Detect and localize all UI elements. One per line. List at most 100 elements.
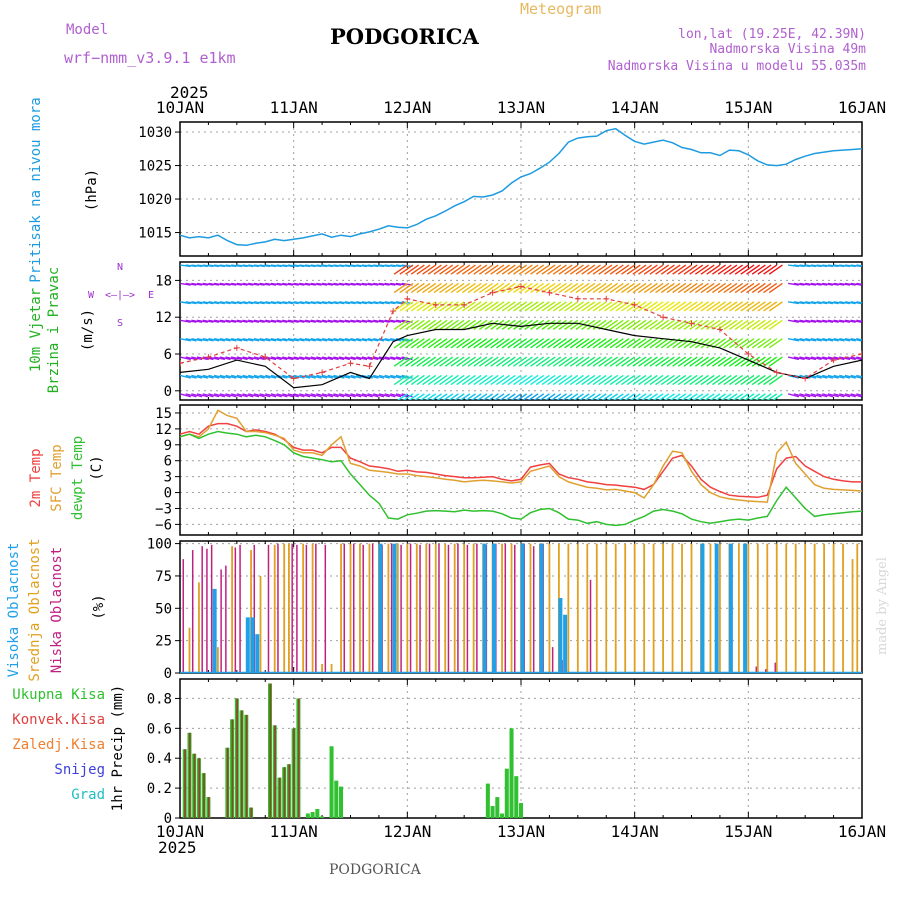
- wind-barb: [180, 301, 191, 305]
- wind-barb: [265, 393, 277, 398]
- wind-barb: [473, 264, 488, 275]
- wind-barb: [683, 356, 698, 367]
- wind-barb: [191, 337, 203, 342]
- wind-barb: [191, 301, 203, 305]
- wind-barb: [436, 393, 448, 400]
- wind-barb: [490, 338, 505, 349]
- wind-barb: [425, 393, 437, 400]
- wind-barb: [488, 393, 499, 400]
- wind-barb: [569, 282, 584, 294]
- precip-conv-bar: [236, 698, 239, 818]
- wind-barb: [333, 374, 345, 379]
- wind-barb: [410, 264, 425, 275]
- wind-barb: [478, 374, 493, 386]
- wind-barb: [230, 393, 243, 398]
- wind-barb: [236, 337, 248, 342]
- wind-barb: [706, 338, 721, 349]
- wind-barb: [513, 356, 528, 367]
- wind-barb: [621, 282, 636, 294]
- wind-barb: [248, 374, 260, 379]
- wind-barb: [350, 337, 362, 342]
- wind-barb: [738, 393, 749, 400]
- wind-barb: [649, 356, 664, 367]
- wind-barb: [844, 319, 856, 323]
- wind-barb: [461, 374, 476, 386]
- wind-barb: [638, 301, 653, 312]
- wind-barb: [405, 356, 420, 367]
- wind-barb: [304, 319, 316, 323]
- wind-barb: [569, 264, 584, 275]
- wind-barb: [530, 282, 545, 294]
- wind-barb: [822, 337, 834, 342]
- bottom-date-label: 15JAN: [724, 822, 772, 841]
- wind-barb: [444, 282, 459, 294]
- wind-barb: [433, 374, 448, 386]
- wind-barb: [827, 301, 839, 305]
- wind-barb: [356, 337, 368, 342]
- wind-barb: [647, 393, 658, 400]
- wind-barb: [844, 301, 856, 305]
- wind-barb: [501, 264, 516, 275]
- wind-barb: [513, 319, 528, 330]
- wind-barb: [552, 374, 567, 386]
- wind-barb: [839, 393, 851, 398]
- wind-barb: [524, 282, 539, 294]
- wind-barb: [844, 282, 856, 286]
- wind-barb: [689, 264, 704, 275]
- precip-conv-bar: [184, 749, 186, 818]
- wind-barb: [390, 337, 402, 342]
- wind-barb: [621, 374, 636, 386]
- wind-barb: [427, 356, 442, 367]
- wind-barb: [287, 337, 299, 342]
- wind-barb: [501, 356, 516, 367]
- wind-barb: [535, 301, 550, 312]
- footer-station: PODGORICA: [329, 862, 422, 878]
- wind-barb: [700, 264, 715, 275]
- temp-line-2: [180, 430, 862, 527]
- wind-barb: [361, 374, 373, 379]
- wind-barb: [180, 282, 191, 286]
- wind-barb: [231, 282, 243, 286]
- wind-barb: [530, 301, 545, 312]
- wind-barb: [721, 393, 732, 400]
- wind-barb: [191, 393, 203, 398]
- wind-barb: [598, 374, 613, 386]
- wind-barb: [746, 319, 761, 330]
- wind-barb: [208, 337, 220, 342]
- wind-barb: [575, 356, 590, 367]
- wind-barb: [259, 301, 271, 305]
- wind-barb: [810, 337, 822, 342]
- precip-total-bar: [339, 786, 344, 818]
- wind-barb: [270, 319, 282, 323]
- wind-barb: [604, 264, 619, 275]
- wind-barb: [484, 374, 499, 386]
- wind-barb: [448, 393, 459, 400]
- wind-barb: [558, 319, 573, 330]
- wind-barb: [547, 264, 562, 275]
- wind-barb: [390, 374, 402, 379]
- top-date-label: 12JAN: [383, 98, 431, 117]
- wind-barb: [734, 282, 749, 294]
- wind-barb: [850, 301, 862, 305]
- wind-barb: [253, 356, 265, 361]
- wind-barb: [213, 356, 226, 361]
- wind-barb: [609, 301, 624, 312]
- wind-barb: [740, 338, 755, 349]
- wind-barb: [333, 301, 345, 305]
- wind-barb: [643, 282, 658, 294]
- wind-barb: [419, 393, 431, 400]
- wind-barb: [393, 319, 408, 330]
- ytick-label: 100: [147, 537, 172, 553]
- wind-barb: [439, 282, 454, 294]
- wind-barb: [350, 282, 362, 286]
- wind-barb: [649, 264, 664, 275]
- wind-barb: [338, 356, 351, 361]
- wind-barb: [592, 319, 607, 330]
- wind-barb: [787, 393, 800, 398]
- wind-barb: [196, 374, 209, 379]
- wind-barb: [598, 356, 613, 367]
- wind-barb: [816, 374, 828, 379]
- wind-barb: [630, 393, 641, 400]
- wind-barb: [681, 393, 692, 400]
